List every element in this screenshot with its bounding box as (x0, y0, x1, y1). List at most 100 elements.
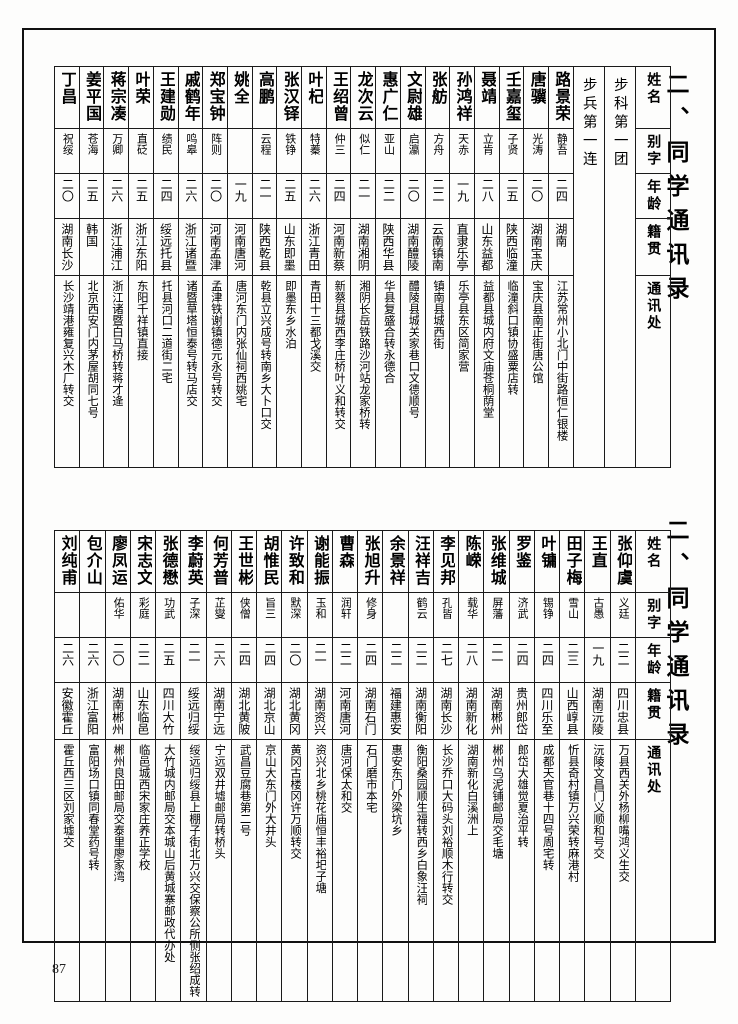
row-header-label: 通讯处 (645, 745, 661, 796)
cell-text: 王直 (588, 535, 606, 569)
cell-age: 二二 (129, 637, 157, 683)
cell-text: 苍海 (86, 133, 99, 155)
unit-text: 步兵第一连 (580, 77, 597, 170)
cell-origin: 湖南衡阳 (407, 682, 434, 740)
cell-age: 二七 (432, 637, 460, 683)
cell-text: 二一 (186, 642, 201, 666)
cell-origin: 湖南 (548, 218, 574, 276)
cell-text: 湖南长沙 (59, 223, 74, 271)
cell-text: 北京西安门内茅屋胡同七号 (86, 280, 99, 418)
cell-origin: 湖南沅陵 (584, 682, 611, 740)
cell-text: 醴陵县城关家巷口文德顺号 (407, 280, 420, 418)
cell-alias (53, 592, 81, 638)
cell-age: 二四 (356, 637, 384, 683)
cell-text: 唐河东门内张仙祠西姚宅 (234, 280, 247, 407)
cell-address: 临潼斜口镇协盛粟店转 (498, 275, 525, 468)
cell-text: 启瀛 (407, 133, 420, 155)
cell-alias: 雪山 (558, 592, 586, 638)
cell-age: 二五 (154, 637, 182, 683)
cell-text: 曹森 (336, 535, 354, 569)
cell-text: 文尉雄 (404, 71, 422, 122)
cell-text: 光涛 (530, 133, 543, 155)
cell-address: 大竹城内邮局交本城山后黄城寨邮政代办处 (154, 739, 182, 1002)
unit-group-label: 步科第一团 (603, 66, 636, 468)
cell-alias: 铁铮 (276, 128, 303, 174)
cell-text: 二六 (109, 178, 124, 202)
cell-text: 乐亭县东区简家营 (456, 280, 469, 372)
cell-name: 姚全 (226, 66, 253, 129)
cell-text: 汪祥吉 (412, 535, 430, 586)
cell-origin: 湖南醴陵 (399, 218, 426, 276)
cell-text: 陕西临潼 (504, 223, 519, 271)
cell-name: 路景荣 (548, 66, 574, 129)
cell-text: 河南孟津 (208, 223, 223, 271)
cell-name: 王直 (584, 530, 611, 593)
cell-age: 二一 (306, 637, 333, 683)
row-header-address: 通讯处 (634, 275, 671, 468)
cell-text: 戚鹤年 (181, 71, 199, 122)
cell-text: 二四 (540, 642, 555, 666)
cell-text: 子深 (187, 597, 200, 619)
cell-origin: 浙江浦江 (103, 218, 130, 276)
cell-address: 黄冈古楼冈许万顺转交 (281, 739, 308, 1002)
cell-text: 京山大东门外大井头 (263, 744, 276, 848)
cell-text: 山东即墨 (282, 223, 297, 271)
cell-text: 湖南郴州 (489, 687, 504, 735)
cell-text: 功武 (162, 597, 175, 619)
cell-text: 方舟 (431, 133, 444, 155)
cell-text: 湖南新化白溪洲上 (465, 744, 478, 836)
cell-text: 宝庆县南正街唐公馆 (530, 280, 543, 384)
cell-age: 二二 (382, 637, 409, 683)
cell-alias: 祝绥 (54, 128, 80, 174)
cell-alias: 彩庭 (129, 592, 157, 638)
cell-text: 载华 (465, 597, 478, 619)
cell-text: 二六 (212, 642, 227, 666)
cell-age: 二五 (128, 173, 154, 219)
cell-address: 资兴北乡桃花庙恒丰裕圯子塘 (306, 739, 333, 1002)
cell-text: 二三 (565, 642, 580, 666)
cell-text: 二二 (338, 642, 353, 666)
cell-text: 二四 (363, 642, 378, 666)
cell-address: 富阳场口镇同春堂药号转 (79, 739, 106, 1002)
cell-origin: 湖南资兴 (306, 682, 333, 740)
cell-text: 湖南新化 (464, 687, 479, 735)
cell-name: 张舫 (424, 66, 451, 129)
cell-text: 二五 (161, 642, 176, 666)
cell-text: 二二 (414, 642, 429, 666)
cell-text: 二六 (307, 178, 322, 202)
cell-address: 沅陵文昌门义顺和号交 (584, 739, 611, 1002)
cell-text: 李蔚英 (184, 535, 202, 586)
cell-address: 宁远双井墟邮局转桥头 (205, 739, 232, 1002)
cell-origin: 湖南宁远 (205, 682, 232, 740)
cell-origin: 直隶乐亭 (449, 218, 475, 276)
cell-address: 江苏常州小北门中街路恒仁银楼 (548, 275, 574, 468)
cell-text: 二二 (136, 642, 151, 666)
cell-age: 二八 (473, 173, 500, 219)
cell-address: 孟津铁谢镇德元永号转交 (202, 275, 228, 468)
cell-origin: 浙江富阳 (79, 682, 106, 740)
cell-address: 镇南县城西街 (424, 275, 451, 468)
cell-name: 罗鉴 (508, 530, 535, 593)
cell-text: 丁昌 (58, 71, 76, 105)
table-row-name: 姓名 步科第一团 步兵第一连 路景荣 唐骥 壬嘉玺 聂靖 孙鸿祥 张舫 文尉雄 惠广仁 龙次云 王绍曾叶… (54, 66, 671, 468)
cell-text: 侠僧 (238, 597, 251, 619)
unit-text: 步科第一团 (611, 77, 628, 170)
cell-age: 二六 (103, 173, 130, 219)
cell-address: 北京西安门内茅屋胡同七号 (78, 275, 105, 468)
cell-text: 河南新蔡 (331, 223, 346, 271)
cell-text: 义廷 (617, 597, 630, 619)
cell-origin: 绥远归绥 (180, 682, 207, 740)
cell-age: 二二 (609, 637, 636, 683)
cell-text: 成都天官巷十四号周宅转 (541, 744, 554, 871)
cell-origin: 浙江东阳 (128, 218, 154, 276)
cell-age: 二六 (79, 637, 106, 683)
cell-address: 青田十三都戈溪交 (301, 275, 327, 468)
cell-text: 江苏常州小北门中街路恒仁银楼 (555, 280, 568, 441)
cell-text: 张维城 (487, 535, 505, 586)
cell-name: 余景祥 (382, 530, 409, 593)
cell-text: 华县复盛合转永德合 (382, 280, 395, 384)
cell-text: 青田十三都戈溪交 (308, 280, 321, 372)
cell-text: 何芳普 (210, 535, 228, 586)
cell-text: 二〇 (111, 642, 126, 666)
cell-age: 二〇 (281, 637, 308, 683)
